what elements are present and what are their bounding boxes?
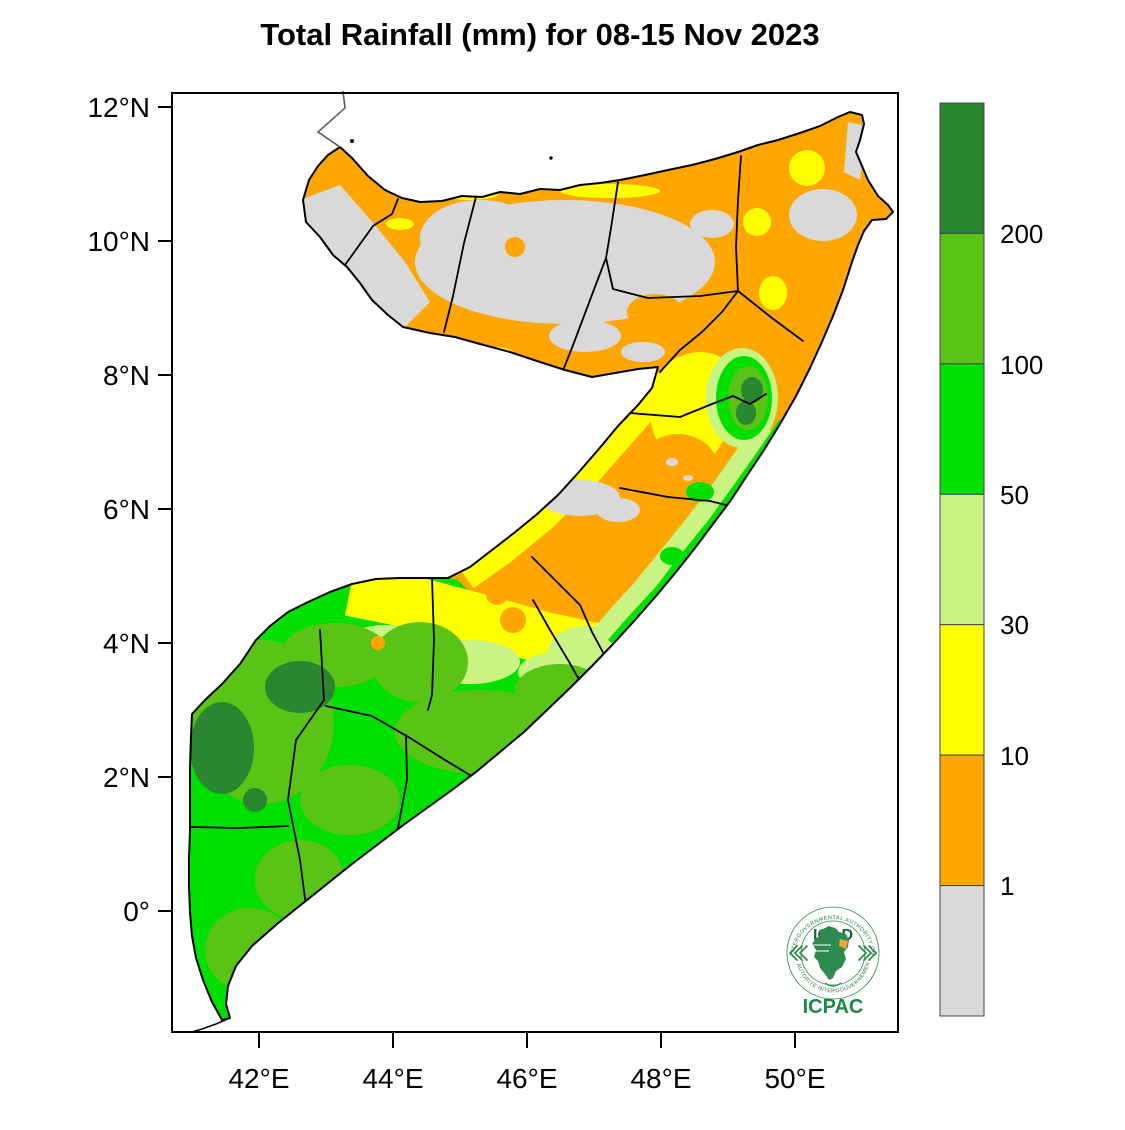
fill-green-spot bbox=[686, 482, 714, 502]
fill-gray-northwest bbox=[300, 185, 430, 332]
fill-yellow-spot bbox=[475, 347, 515, 363]
islet-dot bbox=[549, 156, 553, 160]
fill-yellow-coast-streak bbox=[560, 184, 660, 198]
lon-tick-label: 48°E bbox=[630, 1063, 691, 1094]
fill-gray-fleck bbox=[666, 458, 678, 466]
lon-tick-label: 44°E bbox=[362, 1063, 423, 1094]
fill-medgreen-patch bbox=[300, 765, 400, 835]
fill-orange-island bbox=[505, 237, 525, 257]
fill-orange-spot bbox=[371, 636, 385, 650]
fill-bullseye-darkgreen bbox=[736, 401, 756, 425]
fill-darkgreen-gedo bbox=[190, 702, 254, 794]
legend-cell-100-200 bbox=[939, 232, 985, 365]
legend-label-10: 10 bbox=[1000, 741, 1029, 771]
legend-cell-gt200 bbox=[939, 102, 985, 234]
logo-right-chevrons bbox=[858, 945, 878, 961]
djibouti-border-line bbox=[316, 90, 346, 148]
logo-icpac-text: ICPAC bbox=[803, 996, 864, 1018]
fill-yellow-spot bbox=[386, 218, 414, 230]
fill-gray-central bbox=[596, 498, 640, 522]
fill-yellow-spot bbox=[743, 208, 771, 236]
logo-laurel bbox=[824, 982, 842, 987]
legend-label-100: 100 bbox=[1000, 350, 1043, 380]
legend-label-1: 1 bbox=[1000, 871, 1014, 901]
page-title: Total Rainfall (mm) for 08-15 Nov 2023 bbox=[260, 17, 819, 52]
fill-gray-patch bbox=[621, 342, 665, 362]
lon-tick-label: 46°E bbox=[496, 1063, 557, 1094]
fill-orange-spot bbox=[486, 583, 508, 605]
lon-axis: 42°E 44°E 46°E 48°E 50°E bbox=[228, 1032, 826, 1094]
lat-tick-label: 10°N bbox=[87, 226, 150, 257]
fill-orange-island bbox=[627, 294, 683, 330]
lat-tick-label: 12°N bbox=[87, 92, 150, 123]
fill-yellow-cape bbox=[789, 150, 825, 186]
legend-cell-lt1 bbox=[939, 885, 985, 1017]
igad-region-highlight bbox=[839, 939, 848, 949]
lat-tick-label: 6°N bbox=[103, 494, 150, 525]
fill-bullseye-darkgreen bbox=[741, 377, 763, 403]
igad-logo: INTERGOVERNMENTAL AUTHORITY ON DEVELOPME… bbox=[786, 906, 880, 1018]
fill-gray-patch bbox=[420, 200, 540, 276]
legend-cell-30-50 bbox=[939, 493, 985, 626]
legend-label-50: 50 bbox=[1000, 480, 1029, 510]
islet-dot bbox=[350, 139, 354, 143]
kenya-coast-line bbox=[191, 1017, 231, 1033]
legend-cell-1-10 bbox=[939, 754, 985, 886]
colorbar: 200 100 50 30 10 1 bbox=[939, 102, 1043, 1017]
lat-tick-label: 2°N bbox=[103, 762, 150, 793]
lat-tick-label: 8°N bbox=[103, 360, 150, 391]
logo-left-chevrons bbox=[788, 945, 808, 961]
fill-darkgreen-spot bbox=[243, 788, 267, 812]
africa-map-icon bbox=[812, 926, 849, 980]
fill-yellow-coast-spot bbox=[847, 283, 857, 309]
legend-cell-10-30 bbox=[939, 624, 985, 756]
legend-label-200: 200 bbox=[1000, 219, 1043, 249]
lat-tick-label: 0° bbox=[123, 896, 150, 927]
lon-tick-label: 42°E bbox=[228, 1063, 289, 1094]
fill-medgreen-patch bbox=[515, 664, 605, 716]
map-frame bbox=[171, 92, 899, 1033]
lat-tick-label: 4°N bbox=[103, 628, 150, 659]
legend-cell-50-100 bbox=[939, 363, 985, 495]
fill-green-spot bbox=[660, 547, 684, 565]
fill-darkgreen-blob bbox=[265, 661, 335, 713]
fill-orange-spot bbox=[500, 607, 526, 633]
lat-axis: 12°N 10°N 8°N 6°N 4°N 2°N 0° bbox=[87, 92, 172, 927]
fill-gray-patch bbox=[690, 210, 734, 238]
somalia-outline bbox=[188, 111, 894, 1021]
fill-gray-northeast bbox=[789, 189, 857, 241]
fill-medgreen-patch bbox=[372, 622, 468, 702]
legend-label-30: 30 bbox=[1000, 610, 1029, 640]
fill-yellow-spot bbox=[759, 276, 787, 310]
fill-gray-patch bbox=[549, 320, 621, 352]
fill-gray-fleck bbox=[683, 475, 693, 481]
lon-tick-label: 50°E bbox=[764, 1063, 825, 1094]
